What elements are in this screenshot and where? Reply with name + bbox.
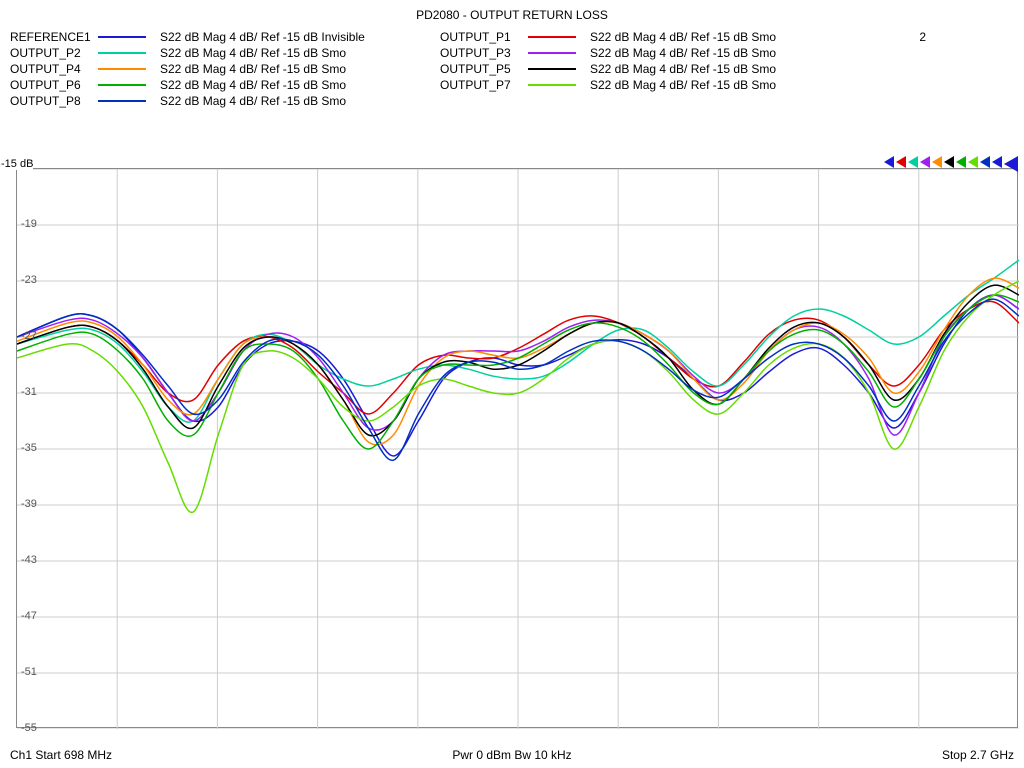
legend-entry: OUTPUT_P4S22 dB Mag 4 dB/ Ref -15 dB Smo [10, 62, 440, 76]
marker-icon [956, 156, 966, 168]
trace-markers [884, 156, 1018, 172]
legend-entry: OUTPUT_P2S22 dB Mag 4 dB/ Ref -15 dB Smo [10, 46, 440, 60]
marker-icon [884, 156, 894, 168]
footer-status: Ch1 Start 698 MHz Pwr 0 dBm Bw 10 kHz St… [0, 748, 1024, 762]
y-axis-tick-label: -31 [21, 386, 37, 398]
footer-stop: Stop 2.7 GHz [679, 748, 1014, 762]
y-axis-tick-label: -27 [21, 330, 37, 342]
marker-icon [944, 156, 954, 168]
legend-entry [440, 94, 870, 108]
chart-plot-area: -19-23-27-31-35-39-43-47-51-55 [16, 168, 1018, 728]
marker-icon [1004, 156, 1018, 172]
ref-level-label: -15 dB [1, 158, 33, 170]
channel-number: 2 [870, 30, 930, 44]
legend-entry: OUTPUT_P3S22 dB Mag 4 dB/ Ref -15 dB Smo [440, 46, 870, 60]
legend-entry: OUTPUT_P8S22 dB Mag 4 dB/ Ref -15 dB Smo [10, 94, 440, 108]
marker-icon [968, 156, 978, 168]
legend-entry: OUTPUT_P1S22 dB Mag 4 dB/ Ref -15 dB Smo [440, 30, 870, 44]
legend-entry: OUTPUT_P7S22 dB Mag 4 dB/ Ref -15 dB Smo [440, 78, 870, 92]
marker-icon [920, 156, 930, 168]
marker-icon [992, 156, 1002, 168]
chart-title: PD2080 - OUTPUT RETURN LOSS [0, 0, 1024, 22]
marker-icon [932, 156, 942, 168]
channel-number [870, 78, 930, 92]
channel-number [870, 62, 930, 76]
legend: REFERENCE1S22 dB Mag 4 dB/ Ref -15 dB In… [0, 22, 1024, 112]
y-axis-tick-label: -39 [21, 498, 37, 510]
y-axis-tick-label: -55 [21, 722, 37, 734]
legend-entry: OUTPUT_P5S22 dB Mag 4 dB/ Ref -15 dB Smo [440, 62, 870, 76]
y-axis-tick-label: -47 [21, 610, 37, 622]
y-axis-tick-label: -51 [21, 666, 37, 678]
footer-power-bw: Pwr 0 dBm Bw 10 kHz [345, 748, 680, 762]
marker-icon [896, 156, 906, 168]
marker-icon [980, 156, 990, 168]
y-axis-tick-label: -35 [21, 442, 37, 454]
channel-number [870, 94, 930, 108]
y-axis-tick-label: -43 [21, 554, 37, 566]
y-axis-tick-label: -23 [21, 274, 37, 286]
marker-icon [908, 156, 918, 168]
legend-entry: OUTPUT_P6S22 dB Mag 4 dB/ Ref -15 dB Smo [10, 78, 440, 92]
footer-start: Ch1 Start 698 MHz [10, 748, 345, 762]
y-axis-tick-label: -19 [21, 218, 37, 230]
legend-entry: REFERENCE1S22 dB Mag 4 dB/ Ref -15 dB In… [10, 30, 440, 44]
channel-number [870, 46, 930, 60]
